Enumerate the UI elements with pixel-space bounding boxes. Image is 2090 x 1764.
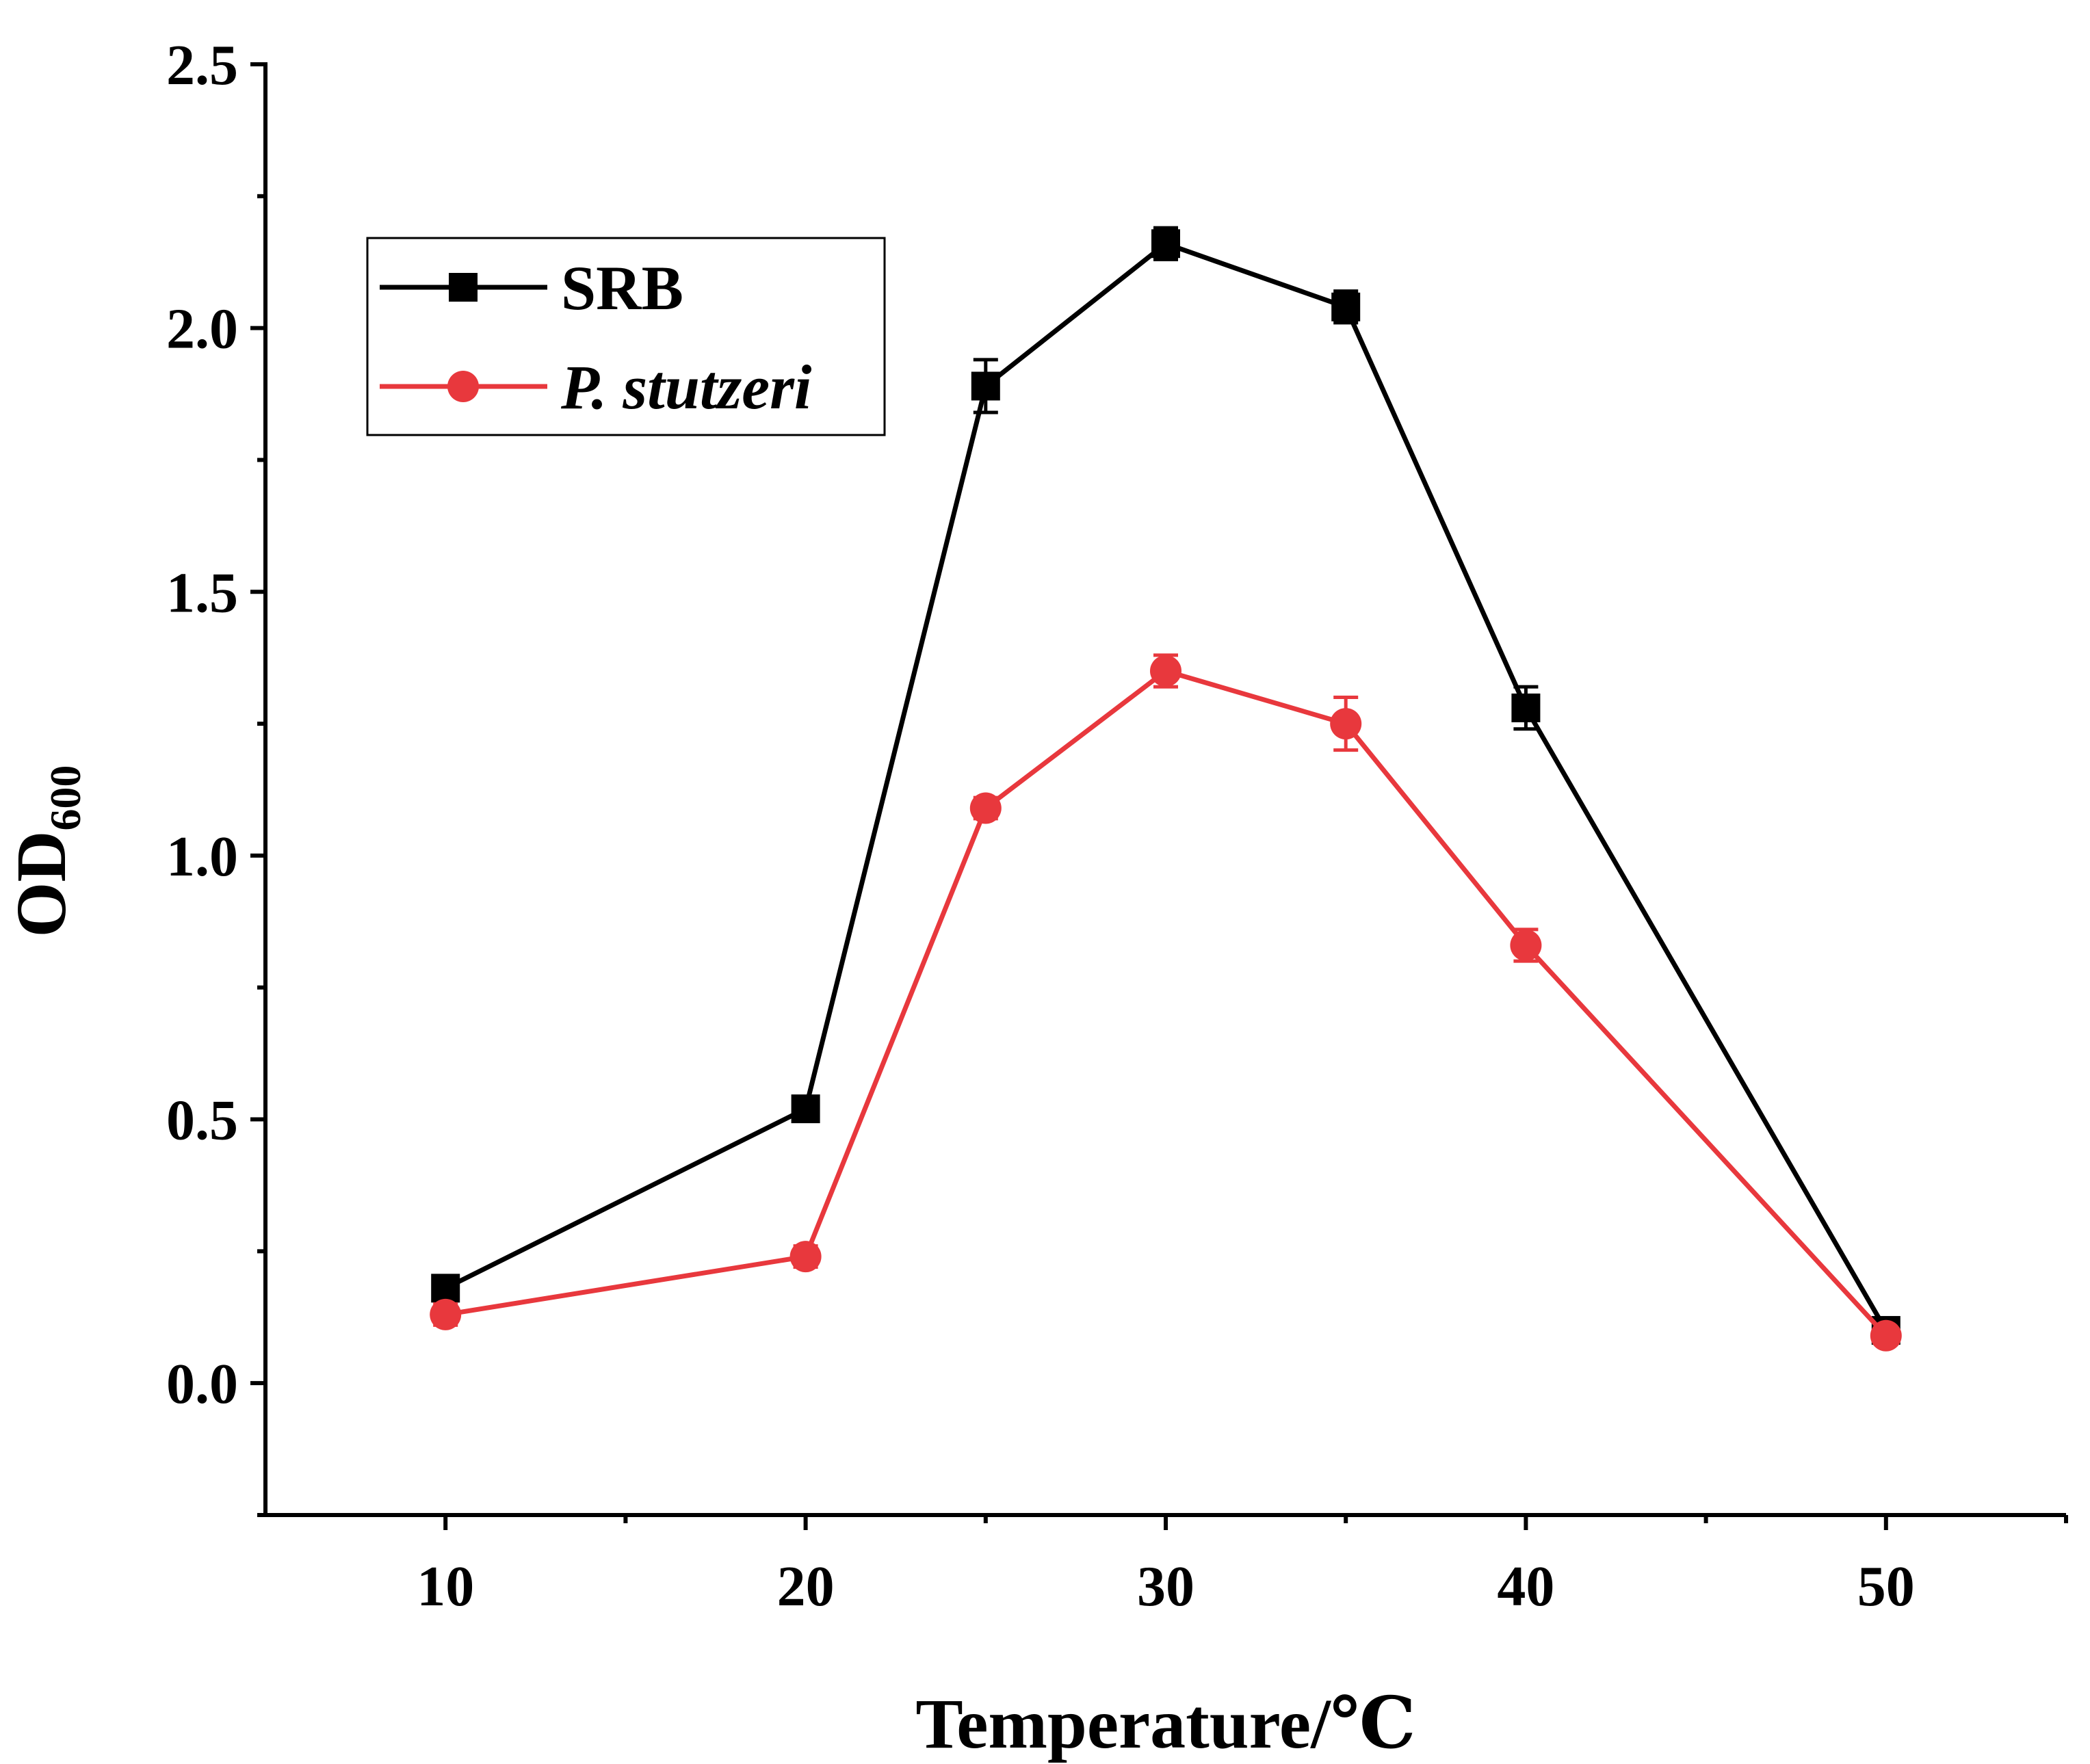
x-tick-label: 50	[1857, 1555, 1915, 1618]
legend-box	[366, 237, 886, 436]
legend-item-p-stutzeri: P. stutzeri	[380, 352, 812, 422]
data-point	[969, 792, 1002, 824]
y-axis-title-main: OD	[2, 831, 81, 938]
legend: SRB P. stutzeri	[366, 237, 886, 436]
data-point	[1331, 292, 1361, 321]
x-tick-label: 10	[417, 1555, 474, 1618]
series-line	[445, 668, 1888, 1338]
x-tick-label: 30	[1137, 1555, 1194, 1618]
y-tick-label: 0.0	[166, 1352, 238, 1416]
axes: 0.0 0.5 1.0 1.5 2.0 2.5 10 20 30 40 50	[166, 34, 2068, 1618]
y-axis-title: OD600	[2, 765, 90, 938]
y-tick-label: 2.5	[166, 34, 238, 97]
legend-marker	[447, 371, 479, 402]
data-point	[1150, 655, 1181, 687]
data-point	[791, 1094, 820, 1124]
data-point	[971, 371, 1000, 401]
y-tick-label: 0.5	[166, 1089, 238, 1153]
data-point	[1330, 708, 1362, 740]
series-p-stutzeri	[430, 653, 1902, 1352]
y-tick-label: 1.5	[166, 561, 238, 624]
data-point	[1511, 693, 1541, 722]
data-point	[1151, 229, 1180, 259]
data-point	[431, 1274, 460, 1303]
y-tick-label: 2.0	[166, 298, 238, 361]
x-tick-label: 20	[777, 1555, 835, 1618]
y-tick-label: 1.0	[166, 825, 238, 888]
legend-marker	[449, 273, 478, 302]
legend-label: P. stutzeri	[560, 352, 812, 422]
data-point	[789, 1241, 822, 1273]
series-layer	[430, 226, 1902, 1352]
data-point	[1870, 1319, 1902, 1352]
x-axis-title: Temperature/℃	[915, 1685, 1415, 1763]
series-srb	[431, 226, 1900, 1345]
data-point	[1510, 930, 1542, 962]
x-tick-label: 40	[1497, 1555, 1554, 1618]
data-point	[430, 1298, 462, 1330]
legend-item-srb: SRB	[380, 253, 683, 323]
legend-label: SRB	[561, 253, 683, 323]
y-axis-title-subscript: 600	[41, 765, 90, 831]
